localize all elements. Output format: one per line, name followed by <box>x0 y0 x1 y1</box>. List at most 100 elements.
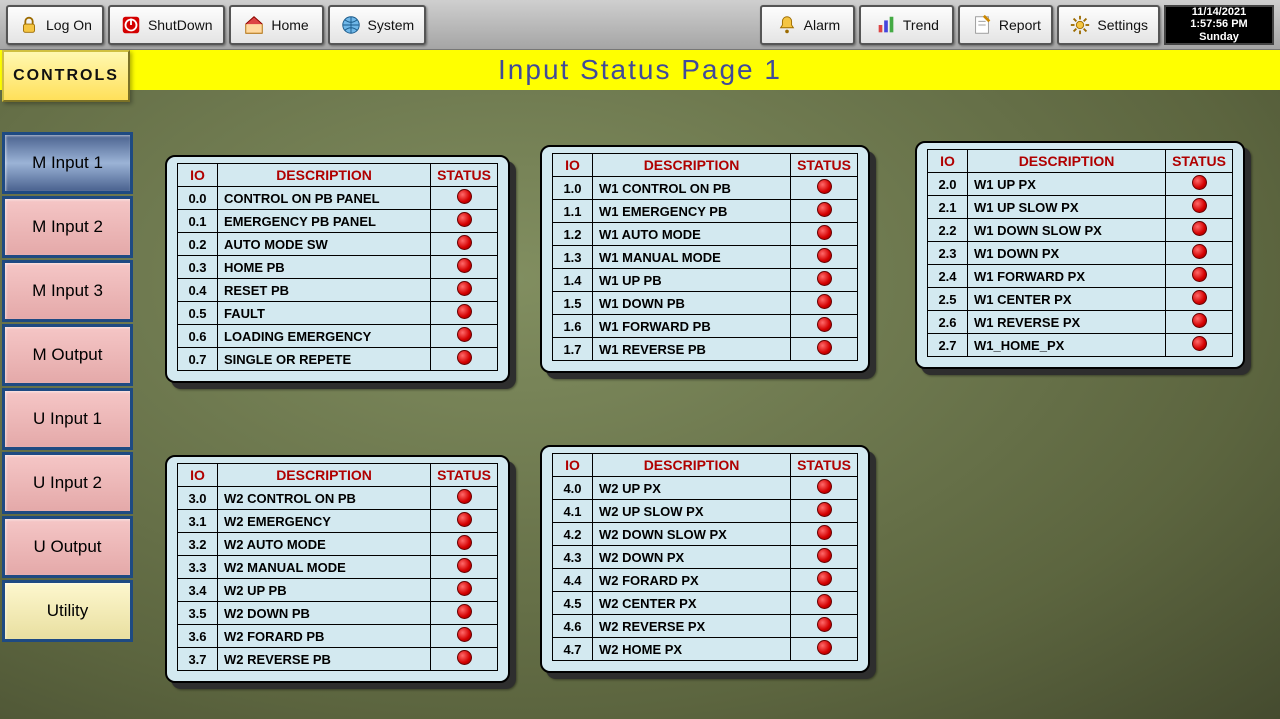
controls-tab-label: CONTROLS <box>13 67 119 85</box>
io-row: 0.4RESET PB <box>178 279 498 302</box>
io-row: 0.0CONTROL ON PB PANEL <box>178 187 498 210</box>
status-led-icon <box>1192 175 1207 190</box>
sidebar-item-3[interactable]: M Output <box>2 324 133 386</box>
status-led-icon <box>1192 267 1207 282</box>
io-header-status: STATUS <box>1166 150 1233 173</box>
alarm-button[interactable]: Alarm <box>760 5 855 45</box>
io-id: 2.3 <box>928 242 968 265</box>
io-desc: W2 FORARD PX <box>593 569 791 592</box>
io-row: 3.1W2 EMERGENCY <box>178 510 498 533</box>
status-led-icon <box>817 548 832 563</box>
io-desc: FAULT <box>218 302 431 325</box>
controls-tab[interactable]: CONTROLS <box>2 50 130 102</box>
lock-icon <box>18 14 40 36</box>
status-led-icon <box>457 650 472 665</box>
io-id: 4.2 <box>553 523 593 546</box>
io-header-io: IO <box>178 464 218 487</box>
title-bar: CONTROLS Input Status Page 1 <box>0 50 1280 90</box>
sidebar-item-0[interactable]: M Input 1 <box>2 132 133 194</box>
io-table: IODESCRIPTIONSTATUS3.0W2 CONTROL ON PB3.… <box>177 463 498 671</box>
status-led-icon <box>457 189 472 204</box>
io-header-io: IO <box>553 154 593 177</box>
io-desc: W2 FORARD PB <box>218 625 431 648</box>
status-led-icon <box>817 340 832 355</box>
io-id: 3.4 <box>178 579 218 602</box>
io-desc: W1 UP PX <box>968 173 1166 196</box>
io-status <box>791 269 858 292</box>
settings-button[interactable]: Settings <box>1057 5 1160 45</box>
io-status <box>1166 242 1233 265</box>
io-id: 1.2 <box>553 223 593 246</box>
status-led-icon <box>1192 313 1207 328</box>
io-id: 0.7 <box>178 348 218 371</box>
sidebar-item-6[interactable]: U Output <box>2 516 133 578</box>
status-led-icon <box>457 258 472 273</box>
trend-button[interactable]: Trend <box>859 5 954 45</box>
settings-label: Settings <box>1097 17 1148 33</box>
io-status <box>791 615 858 638</box>
sidebar-item-4[interactable]: U Input 1 <box>2 388 133 450</box>
io-status <box>1166 265 1233 288</box>
sidebar-item-2[interactable]: M Input 3 <box>2 260 133 322</box>
io-status <box>431 210 498 233</box>
io-id: 2.7 <box>928 334 968 357</box>
io-header-status: STATUS <box>791 454 858 477</box>
status-led-icon <box>457 627 472 642</box>
status-led-icon <box>817 271 832 286</box>
io-row: 4.1W2 UP SLOW PX <box>553 500 858 523</box>
bell-icon <box>776 14 798 36</box>
io-status <box>791 177 858 200</box>
report-button[interactable]: Report <box>958 5 1053 45</box>
home-button[interactable]: Home <box>229 5 324 45</box>
io-row: 3.6W2 FORARD PB <box>178 625 498 648</box>
io-desc: W2 HOME PX <box>593 638 791 661</box>
io-row: 4.4W2 FORARD PX <box>553 569 858 592</box>
status-led-icon <box>1192 198 1207 213</box>
io-desc: W1 FORWARD PB <box>593 315 791 338</box>
sidebar-item-label: Utility <box>47 601 89 621</box>
sidebar-item-label: M Input 2 <box>32 217 103 237</box>
io-id: 4.1 <box>553 500 593 523</box>
logon-button[interactable]: Log On <box>6 5 104 45</box>
io-row: 2.3W1 DOWN PX <box>928 242 1233 265</box>
io-id: 1.3 <box>553 246 593 269</box>
sidebar-item-1[interactable]: M Input 2 <box>2 196 133 258</box>
io-row: 0.3HOME PB <box>178 256 498 279</box>
report-label: Report <box>999 17 1041 33</box>
io-status <box>431 233 498 256</box>
io-desc: W1 UP PB <box>593 269 791 292</box>
shutdown-button[interactable]: ShutDown <box>108 5 225 45</box>
sidebar-item-7[interactable]: Utility <box>2 580 133 642</box>
io-table: IODESCRIPTIONSTATUS0.0CONTROL ON PB PANE… <box>177 163 498 371</box>
barchart-icon <box>875 14 897 36</box>
status-led-icon <box>817 225 832 240</box>
io-id: 2.0 <box>928 173 968 196</box>
io-status <box>791 338 858 361</box>
sidebar-item-5[interactable]: U Input 2 <box>2 452 133 514</box>
io-header-status: STATUS <box>431 464 498 487</box>
status-led-icon <box>817 640 832 655</box>
page-title: Input Status Page 1 <box>498 54 782 86</box>
io-row: 3.4W2 UP PB <box>178 579 498 602</box>
io-id: 3.1 <box>178 510 218 533</box>
io-status <box>791 223 858 246</box>
io-status <box>791 500 858 523</box>
io-row: 4.5W2 CENTER PX <box>553 592 858 615</box>
io-row: 2.7W1_HOME_PX <box>928 334 1233 357</box>
system-button[interactable]: System <box>328 5 427 45</box>
io-row: 1.4W1 UP PB <box>553 269 858 292</box>
io-row: 3.0W2 CONTROL ON PB <box>178 487 498 510</box>
io-status <box>431 533 498 556</box>
home-label: Home <box>271 17 308 33</box>
io-desc: W1 REVERSE PB <box>593 338 791 361</box>
io-table: IODESCRIPTIONSTATUS1.0W1 CONTROL ON PB1.… <box>552 153 858 361</box>
status-led-icon <box>457 489 472 504</box>
io-status <box>1166 288 1233 311</box>
io-desc: EMERGENCY PB PANEL <box>218 210 431 233</box>
io-row: 3.5W2 DOWN PB <box>178 602 498 625</box>
status-led-icon <box>457 581 472 596</box>
io-id: 3.6 <box>178 625 218 648</box>
io-row: 1.1W1 EMERGENCY PB <box>553 200 858 223</box>
io-panel-4: IODESCRIPTIONSTATUS4.0W2 UP PX4.1W2 UP S… <box>540 445 870 673</box>
io-header-status: STATUS <box>791 154 858 177</box>
